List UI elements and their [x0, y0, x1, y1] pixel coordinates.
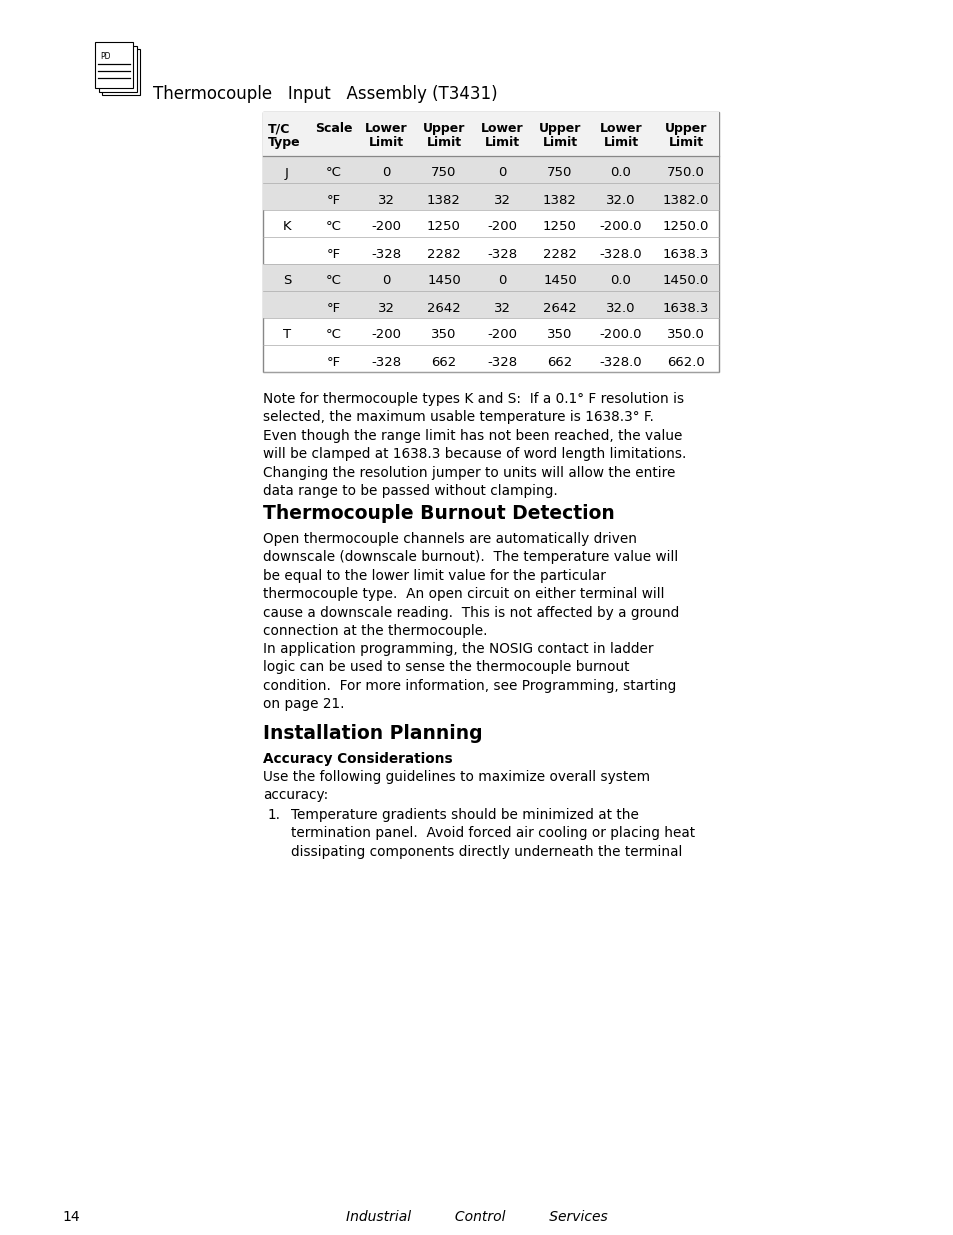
Text: 0: 0 [497, 167, 506, 179]
Text: Limit: Limit [668, 136, 702, 149]
Text: 662.0: 662.0 [666, 356, 704, 368]
Text: 2642: 2642 [427, 301, 460, 315]
Text: 0.0: 0.0 [610, 167, 631, 179]
Text: Upper: Upper [422, 122, 465, 135]
Text: 14: 14 [62, 1210, 79, 1224]
Text: Upper: Upper [664, 122, 706, 135]
Text: -200: -200 [371, 329, 400, 342]
Text: 1250: 1250 [427, 221, 460, 233]
Text: S: S [282, 274, 291, 288]
Text: 662: 662 [431, 356, 456, 368]
Text: -328: -328 [371, 356, 400, 368]
Text: -328.0: -328.0 [599, 356, 641, 368]
Text: Temperature gradients should be minimized at the
termination panel.  Avoid force: Temperature gradients should be minimize… [291, 808, 695, 858]
Text: 32: 32 [493, 301, 510, 315]
Text: Thermocouple   Input   Assembly (T3431): Thermocouple Input Assembly (T3431) [152, 85, 497, 103]
Text: Industrial          Control          Services: Industrial Control Services [346, 1210, 607, 1224]
Text: J: J [285, 167, 289, 179]
Text: 1638.3: 1638.3 [662, 247, 708, 261]
Text: -328: -328 [486, 247, 517, 261]
Text: 32.0: 32.0 [605, 194, 635, 206]
Bar [263, 183, 719, 210]
Text: 1382: 1382 [427, 194, 460, 206]
Text: -200: -200 [371, 221, 400, 233]
Text: 1250.0: 1250.0 [662, 221, 708, 233]
Bar [263, 291, 719, 317]
Text: Limit: Limit [426, 136, 461, 149]
Text: -200.0: -200.0 [599, 329, 641, 342]
Text: -328: -328 [486, 356, 517, 368]
Text: °F: °F [327, 247, 341, 261]
Text: -200: -200 [486, 221, 517, 233]
Text: 32.0: 32.0 [605, 301, 635, 315]
Text: 0.0: 0.0 [610, 274, 631, 288]
Text: 1382: 1382 [542, 194, 577, 206]
Text: Thermocouple Burnout Detection: Thermocouple Burnout Detection [263, 504, 614, 522]
Text: T: T [283, 329, 291, 342]
Bar [263, 112, 719, 156]
Bar [263, 264, 719, 291]
Text: 350: 350 [431, 329, 456, 342]
Text: Limit: Limit [603, 136, 638, 149]
Text: 0: 0 [381, 274, 390, 288]
Text: 350: 350 [547, 329, 572, 342]
Text: Scale: Scale [314, 122, 353, 135]
Text: In application programming, the NOSIG contact in ladder
logic can be used to sen: In application programming, the NOSIG co… [263, 642, 676, 711]
Bar [263, 156, 719, 183]
Text: Lower: Lower [364, 122, 407, 135]
Bar [99, 46, 137, 91]
Text: 1.: 1. [268, 808, 281, 823]
Text: -328.0: -328.0 [599, 247, 641, 261]
Text: 1450: 1450 [542, 274, 577, 288]
Text: Note for thermocouple types K and S:  If a 0.1° F resolution is
selected, the ma: Note for thermocouple types K and S: If … [263, 391, 685, 498]
Text: 1382.0: 1382.0 [662, 194, 708, 206]
Text: -200: -200 [486, 329, 517, 342]
Text: 0: 0 [497, 274, 506, 288]
Text: -328: -328 [371, 247, 400, 261]
Text: Limit: Limit [368, 136, 403, 149]
Text: 350.0: 350.0 [666, 329, 704, 342]
Text: 32: 32 [377, 301, 395, 315]
Text: Limit: Limit [484, 136, 519, 149]
Text: 0: 0 [381, 167, 390, 179]
Text: T/C: T/C [268, 122, 290, 135]
Bar [102, 49, 140, 95]
Text: 32: 32 [377, 194, 395, 206]
Text: 1638.3: 1638.3 [662, 301, 708, 315]
Text: Type: Type [268, 136, 300, 149]
Text: Use the following guidelines to maximize overall system
accuracy:: Use the following guidelines to maximize… [263, 769, 649, 803]
Bar [263, 112, 719, 372]
Text: 1250: 1250 [542, 221, 577, 233]
Text: °F: °F [327, 356, 341, 368]
Text: 2282: 2282 [427, 247, 460, 261]
Text: Installation Planning: Installation Planning [263, 724, 482, 743]
Text: 32: 32 [493, 194, 510, 206]
Text: °C: °C [326, 221, 341, 233]
Text: 1450.0: 1450.0 [662, 274, 708, 288]
Text: °C: °C [326, 329, 341, 342]
Text: °F: °F [327, 301, 341, 315]
Text: °F: °F [327, 194, 341, 206]
Text: 750.0: 750.0 [666, 167, 704, 179]
Text: 2642: 2642 [542, 301, 577, 315]
Text: 2282: 2282 [542, 247, 577, 261]
Text: Accuracy Considerations: Accuracy Considerations [263, 752, 452, 766]
Text: °C: °C [326, 274, 341, 288]
Text: 750: 750 [431, 167, 456, 179]
Text: -200.0: -200.0 [599, 221, 641, 233]
Text: Lower: Lower [599, 122, 641, 135]
Text: Lower: Lower [480, 122, 523, 135]
Text: °C: °C [326, 167, 341, 179]
Text: PD: PD [100, 52, 111, 61]
Text: Limit: Limit [542, 136, 577, 149]
Text: Upper: Upper [538, 122, 580, 135]
Text: 662: 662 [547, 356, 572, 368]
Text: K: K [282, 221, 291, 233]
Text: 1450: 1450 [427, 274, 460, 288]
Bar [95, 42, 132, 88]
Text: Open thermocouple channels are automatically driven
downscale (downscale burnout: Open thermocouple channels are automatic… [263, 532, 679, 638]
Text: 750: 750 [547, 167, 572, 179]
